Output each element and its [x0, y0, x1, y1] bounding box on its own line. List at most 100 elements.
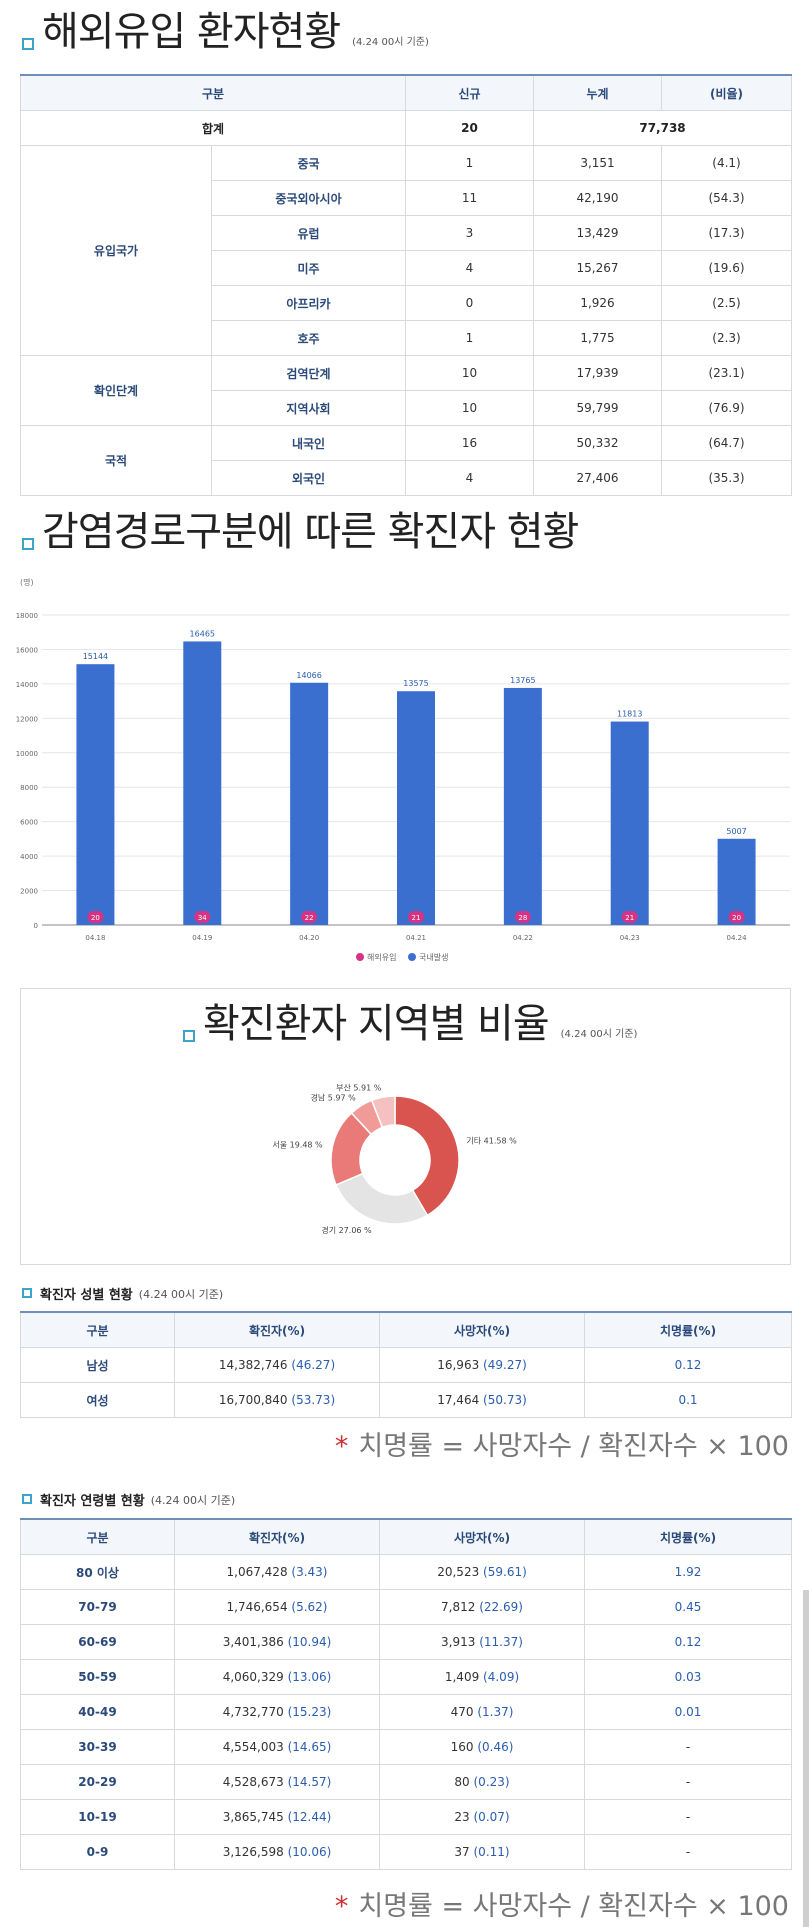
deaths-pct: (59.61) [483, 1565, 527, 1579]
square-bullet-icon [22, 38, 34, 50]
group-label: 확인단계 [20, 355, 212, 426]
confirmed-pct: (14.65) [287, 1740, 332, 1754]
confirmed-count: 3,126,598 [222, 1845, 284, 1859]
overseas-row: 확인단계 검역단계 10 17,939 (23.1) [20, 355, 792, 426]
overseas-marker [87, 911, 104, 923]
new-cell: 1 [405, 145, 534, 181]
total-label: 합계 [20, 110, 406, 146]
confirmed-pct: (46.27) [291, 1358, 336, 1372]
deaths-cell: 80 (0.23) [379, 1764, 585, 1800]
deaths-pct: (1.37) [477, 1705, 514, 1719]
deaths-count: 80 [454, 1775, 470, 1789]
y-tick-label: 18000 [16, 612, 38, 620]
deaths-count: 7,812 [441, 1600, 476, 1614]
cfr-cell: 0.12 [584, 1347, 792, 1383]
confirmed-count: 4,060,329 [222, 1670, 284, 1684]
slice-label: 기타 41.58 % [466, 1137, 517, 1146]
confirmed-count: 1,067,428 [226, 1565, 288, 1579]
row-label: 남성 [20, 1347, 175, 1383]
y-tick-label: 16000 [16, 646, 38, 654]
ratio-cell: (23.1) [661, 355, 792, 391]
cum-cell: 3,151 [533, 145, 662, 181]
confirmed-cell: 4,528,673 (14.57) [174, 1764, 380, 1800]
row-label: 20-29 [20, 1764, 175, 1800]
group-label: 국적 [20, 425, 212, 496]
cfr-cell: - [584, 1834, 792, 1870]
deaths-count: 160 [450, 1740, 474, 1754]
asterisk-icon: * [334, 1431, 349, 1462]
table-row: 70-79 1,746,654 (5.62) 7,812 (22.69) 0.45 [20, 1589, 792, 1625]
ratio-cell: (76.9) [661, 390, 792, 426]
new-cell: 4 [405, 460, 534, 496]
deaths-pct: (50.73) [483, 1393, 527, 1407]
overseas-marker [194, 911, 211, 923]
legend-label: 해외유입 [367, 952, 396, 962]
ratio-cell: (35.3) [661, 460, 792, 496]
y-unit-label: (명) [20, 577, 34, 587]
cum-cell: 1,926 [533, 285, 662, 321]
confirmed-pct: (15.23) [287, 1705, 332, 1719]
col-header-ratio: (비율) [661, 74, 792, 111]
confirmed-cell: 1,746,654 (5.62) [174, 1589, 380, 1625]
ratio-cell: (4.1) [661, 145, 792, 181]
confirmed-pct: (3.43) [291, 1565, 328, 1579]
donut-slice [394, 1095, 460, 1217]
bar-value-label: 15144 [83, 652, 108, 661]
new-cell: 16 [405, 425, 534, 461]
confirmed-cell: 4,732,770 (15.23) [174, 1694, 380, 1730]
col-header-confirmed: 확진자(%) [174, 1311, 380, 1348]
cum-cell: 17,939 [533, 355, 662, 391]
deaths-count: 3,913 [441, 1635, 476, 1649]
row-label: 검역단계 [211, 355, 406, 391]
row-label: 40-49 [20, 1694, 175, 1730]
y-tick-label: 14000 [16, 681, 38, 689]
deaths-cell: 7,812 (22.69) [379, 1589, 585, 1625]
gender-table: 구분 확진자(%) 사망자(%) 치명률(%) 남성 14,382,746 (46… [20, 1311, 792, 1418]
row-label: 중국외아시아 [211, 180, 406, 216]
confirmed-cell: 16,700,840 (53.73) [174, 1382, 380, 1418]
deaths-pct: (0.46) [477, 1740, 514, 1754]
overseas-date: (4.24 00시 기준) [352, 37, 429, 48]
deaths-count: 470 [450, 1705, 474, 1719]
col-header-cfr: 치명률(%) [584, 1518, 792, 1555]
overseas-row: 국적 내국인 16 50,332 (64.7) [20, 425, 792, 496]
new-cell: 0 [405, 285, 534, 321]
overseas-row: 외국인 4 27,406 (35.3) [21, 460, 792, 496]
row-label: 10-19 [20, 1799, 175, 1835]
row-label: 호주 [211, 320, 406, 356]
confirmed-count: 4,554,003 [222, 1740, 284, 1754]
confirmed-pct: (53.73) [291, 1393, 336, 1407]
route-heading: 감염경로구분에 따른 확진자 현황 [22, 510, 579, 554]
row-label: 아프리카 [211, 285, 406, 321]
table-row: 40-49 4,732,770 (15.23) 470 (1.37) 0.01 [20, 1694, 792, 1730]
ratio-cell: (2.5) [661, 285, 792, 321]
x-tick-label: 04.22 [513, 934, 533, 942]
bar-domestic [183, 641, 222, 925]
col-header-category: 구분 [20, 1518, 175, 1555]
bar-value-label: 5007 [726, 827, 746, 836]
new-cell: 10 [405, 355, 534, 391]
ratio-cell: (54.3) [661, 180, 792, 216]
deaths-count: 17,464 [437, 1393, 480, 1407]
table-row: 20-29 4,528,673 (14.57) 80 (0.23) - [20, 1764, 792, 1800]
overseas-row: 호주 1 1,775 (2.3) [21, 320, 792, 356]
ratio-cell: (64.7) [661, 425, 792, 461]
cfr-formula-note: * 치명률 = 사망자수 / 확진자수 × 100 [335, 1424, 789, 1463]
row-label: 내국인 [211, 425, 406, 461]
total-row: 합계 20 77,738 [20, 110, 792, 146]
deaths-pct: (49.27) [483, 1358, 527, 1372]
col-header-cfr: 치명률(%) [584, 1311, 792, 1348]
confirmed-pct: (10.94) [287, 1635, 332, 1649]
confirmed-cell: 3,126,598 (10.06) [174, 1834, 380, 1870]
confirmed-pct: (14.57) [287, 1775, 332, 1789]
slice-label: 서울 19.48 % [272, 1140, 323, 1149]
confirmed-count: 16,700,840 [218, 1393, 288, 1407]
total-new: 20 [405, 110, 534, 146]
deaths-cell: 16,963 (49.27) [379, 1347, 585, 1383]
cfr-cell: 0.03 [584, 1659, 792, 1695]
deaths-pct: (0.23) [473, 1775, 510, 1789]
y-tick-label: 2000 [20, 888, 38, 896]
scrollbar[interactable] [803, 1590, 809, 1927]
ratio-cell: (2.3) [661, 320, 792, 356]
bar-domestic [397, 691, 435, 925]
